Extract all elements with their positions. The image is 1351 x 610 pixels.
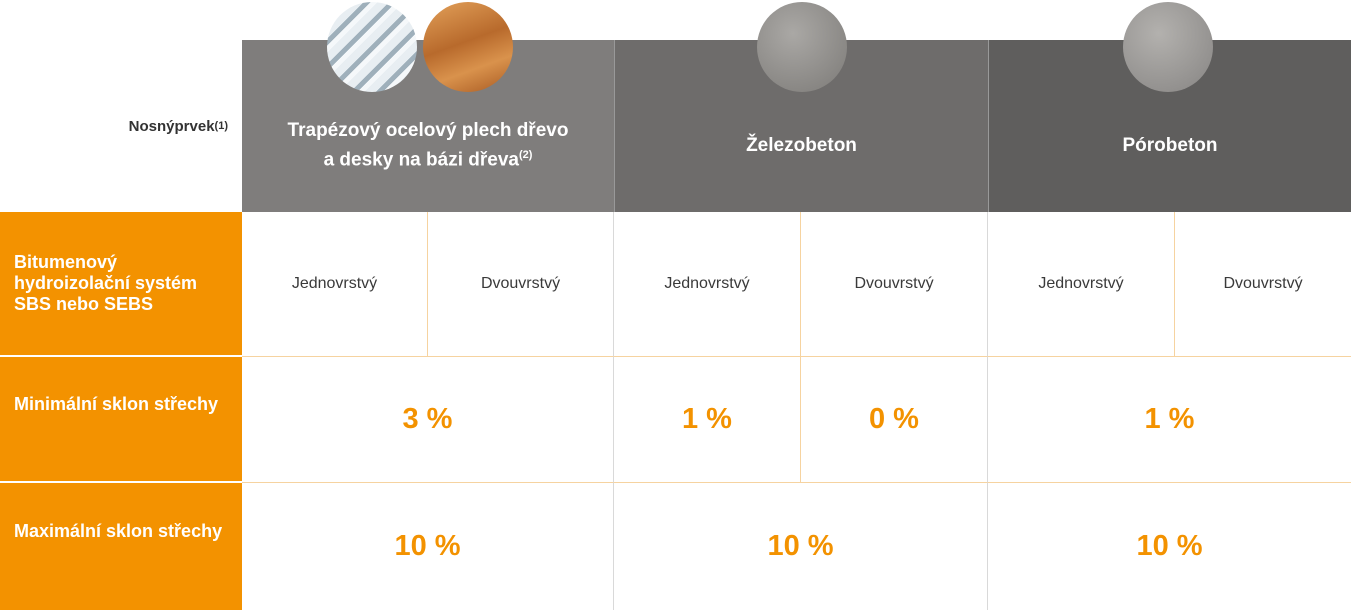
cell: Jednovrstvý [242, 212, 428, 357]
steel-icon [327, 2, 417, 92]
row-label-text: Bitumenový hydroizolační systém SBS nebo… [14, 252, 228, 315]
value-text: 0 % [869, 403, 919, 436]
cell-text: Dvouvrstvý [854, 275, 933, 293]
cell: Jednovrstvý [988, 212, 1175, 357]
value-text: 10 % [394, 530, 460, 563]
cell-text: Jednovrstvý [292, 275, 377, 293]
cell: 1 % [988, 357, 1351, 483]
cell: Dvouvrstvý [1175, 212, 1351, 357]
cell: Jednovrstvý [614, 212, 801, 357]
column-title: Železobeton [746, 134, 857, 158]
row-label: Maximální sklon střechy [0, 483, 242, 610]
value-text: 3 % [403, 403, 453, 436]
cell: 10 % [988, 483, 1351, 610]
cell-text: Jednovrstvý [1038, 275, 1123, 293]
wood-icon [423, 2, 513, 92]
row-label-text: Maximální sklon střechy [14, 521, 222, 542]
cell: 3 % [242, 357, 614, 483]
cell: 10 % [242, 483, 614, 610]
aerated-concrete-icon [1123, 2, 1213, 92]
column-title: Trapézový ocelový plech dřevo a desky na… [288, 120, 569, 170]
header-label: Nosnýprvek(1) [0, 40, 242, 212]
value-text: 1 % [1145, 403, 1195, 436]
page: Nosnýprvek(1) Trapézový ocelový plech dř… [0, 0, 1351, 610]
cell-text: Dvouvrstvý [481, 275, 560, 293]
cell: 10 % [614, 483, 988, 610]
concrete-icon [757, 2, 847, 92]
cell: 1 % [614, 357, 801, 483]
value-text: 1 % [682, 403, 732, 436]
value-text: 10 % [767, 530, 833, 563]
row-label: Minimální sklon střechy [0, 357, 242, 483]
cell-text: Jednovrstvý [664, 275, 749, 293]
header-label-text: Nosnýprvek [129, 118, 215, 135]
cell: Dvouvrstvý [428, 212, 614, 357]
footnote-mark: (2) [519, 149, 532, 161]
cell: 0 % [801, 357, 988, 483]
row-label: Bitumenový hydroizolační systém SBS nebo… [0, 212, 242, 357]
value-text: 10 % [1136, 530, 1202, 563]
cell-text: Dvouvrstvý [1223, 275, 1302, 293]
row-label-text: Minimální sklon střechy [14, 394, 218, 415]
cell: Dvouvrstvý [801, 212, 988, 357]
footnote-mark: (1) [215, 120, 228, 132]
column-title: Pórobeton [1123, 134, 1218, 158]
